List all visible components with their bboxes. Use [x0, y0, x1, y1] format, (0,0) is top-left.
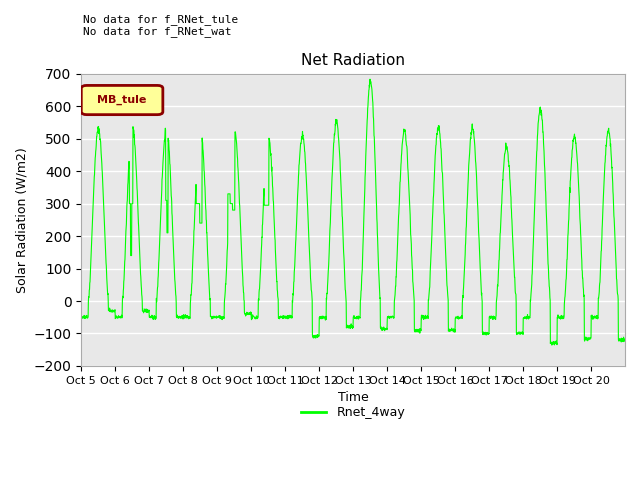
- Rnet_4way: [386, 315, 394, 321]
- Rnet_4way: [132, 155, 140, 161]
- FancyBboxPatch shape: [81, 85, 163, 115]
- Title: Net Radiation: Net Radiation: [301, 53, 405, 68]
- Text: No data for f_RNet_wat: No data for f_RNet_wat: [83, 25, 232, 36]
- Y-axis label: Solar Radiation (W/m2): Solar Radiation (W/m2): [15, 147, 28, 293]
- Rnet_4way: [77, 314, 85, 320]
- Rnet_4way: [517, 331, 525, 337]
- Rnet_4way: [621, 338, 629, 344]
- Rnet_4way: [366, 76, 374, 82]
- Rnet_4way: [249, 313, 257, 319]
- Rnet_4way: [614, 292, 621, 298]
- Text: No data for f_RNet_tule: No data for f_RNet_tule: [83, 13, 239, 24]
- X-axis label: Time: Time: [338, 391, 369, 404]
- Rnet_4way: [548, 340, 556, 346]
- Text: MB_tule: MB_tule: [97, 95, 147, 105]
- Line: Rnet_4way: Rnet_4way: [81, 79, 625, 345]
- Rnet_4way: [548, 342, 556, 348]
- Legend: Rnet_4way: Rnet_4way: [296, 401, 410, 424]
